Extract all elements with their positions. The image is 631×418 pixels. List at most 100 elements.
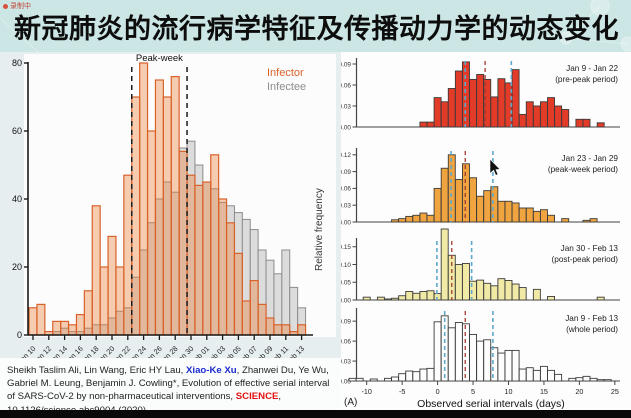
infector-bar [99,266,109,336]
infector-bar [154,79,164,336]
histogram-bar [454,264,463,301]
panel-y-tick-label: 0.15 [341,244,351,251]
histogram-bar [391,297,400,301]
histogram-bar [525,207,534,223]
infector-bar [36,303,46,336]
legend-infectee: Infectee [267,81,306,93]
histogram-bar [476,195,485,223]
panel-y-tick-label: 0.09 [341,318,351,325]
histogram-bar [511,202,520,223]
recording-label: 录制中 [10,3,31,10]
x-axis-label: Observed serial intervals (days) [417,398,565,410]
histogram-bar [440,167,449,223]
histogram-bar [355,377,364,382]
histogram-bar [589,218,598,223]
histogram-bar [582,219,591,223]
histogram-bar [426,214,435,223]
histogram-bar [454,70,463,128]
period-note: (post-peak period) [552,255,619,264]
infector-bar [170,76,180,336]
histogram-bar [412,371,421,382]
histogram-bar [518,287,527,301]
histogram-bar [384,298,392,301]
histogram-bar [440,101,449,128]
panel-y-tick-label: 0.03 [341,203,351,210]
histogram-bar [518,368,527,382]
panel-y-tick-label: 0.09 [341,61,351,68]
histogram-bar [483,282,492,301]
infector-bar [28,307,38,336]
panel-y-tick-label: 0.09 [341,169,351,176]
histogram-bar [412,214,421,223]
period-note: (whole period) [566,325,618,334]
histogram-bar [596,379,605,382]
slide-title: 新冠肺炎的流行病学特征及传播动力学的动态变化 [14,14,619,44]
histogram-bar [539,101,548,128]
histogram-bar [462,163,470,223]
citation-segment: Sheikh Taslim Ali, Lin Wang, Eric HY Lau… [7,365,186,376]
infector-bar [178,150,188,336]
period-label: Jan 9 - Feb 13 [565,314,618,323]
infector-bar [281,324,291,336]
histogram-bar [412,292,421,301]
panel-y-tick-label: 0.00 [341,219,351,226]
histogram-bar [405,291,414,301]
histogram-bar [596,296,605,301]
histogram-bar [419,212,428,223]
panel-y-tick-label: 0.03 [341,103,351,110]
histogram-bar [547,295,555,301]
histogram-bar [539,209,548,223]
histogram-bar [476,74,485,128]
infector-bar [297,324,307,336]
histogram-bar [405,370,414,382]
panel-y-tick-label: 0.05 [341,280,351,287]
x-tick-label: 5 [471,387,475,396]
panel-y-tick-label: 0.06 [341,82,351,89]
histogram-bar [511,283,520,301]
bottom-letterbox-bar [0,410,631,418]
histogram-bar [539,365,548,382]
histogram-bar [440,228,449,301]
histogram-bar [398,218,407,223]
infector-bar [257,303,267,336]
x-tick-label: 20 [575,387,583,396]
histogram-bar [391,376,400,382]
histogram-bar [362,296,371,301]
infector-bar [67,324,78,336]
recording-dot-icon [3,3,8,9]
histogram-bar [398,295,407,301]
histogram-bar [433,97,442,128]
histogram-bar [547,369,555,382]
histogram-bar [398,373,407,382]
histogram-bar [490,285,499,301]
infector-bar [241,300,251,336]
panel-y-tick-label: 0.03 [341,358,351,365]
histogram-bar [348,377,357,382]
infector-bar [131,96,141,336]
histogram-bar [589,377,598,382]
histogram-bar [575,118,584,128]
period-label: Jan 30 - Feb 13 [561,244,619,253]
histogram-bar [476,279,485,301]
histogram-bar [518,113,527,128]
citation-block: Sheikh Taslim Ali, Lin Wang, Eric HY Lau… [0,358,341,416]
histogram-bar [426,367,435,382]
citation: Sheikh Taslim Ali, Lin Wang, Eric HY Lau… [7,364,335,417]
histogram-bar [511,69,520,128]
recording-indicator: 录制中 [3,1,31,11]
x-tick-label: 10 [505,387,513,396]
x-tick-label: 25 [611,387,619,396]
histogram-bar [476,340,485,382]
infectee-bar [289,286,299,336]
histogram-bar [391,219,400,223]
histogram-bar [419,291,428,301]
period-note: (pre-peak period) [555,75,618,84]
infector-bar [139,62,149,336]
infector-bar [218,198,228,336]
histogram-bar [490,186,499,223]
histogram-bar [447,327,456,382]
histogram-bar [497,78,506,128]
histogram-bar [497,352,506,382]
